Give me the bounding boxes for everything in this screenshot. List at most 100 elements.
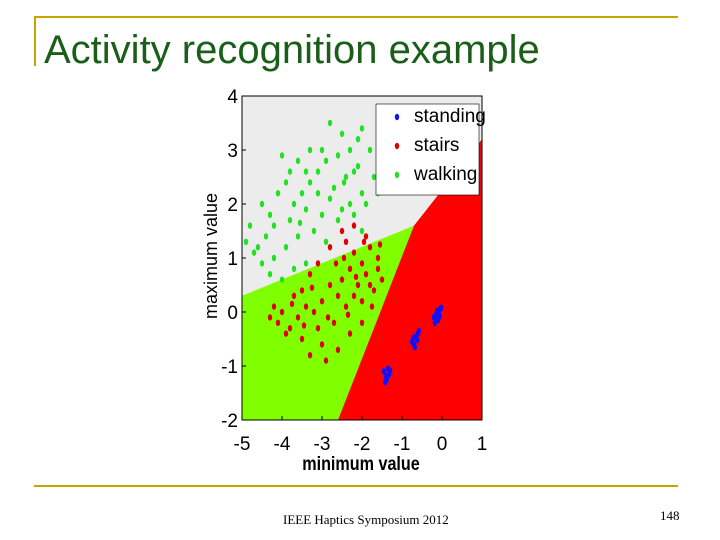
point-stairs	[335, 346, 341, 353]
point-stairs	[331, 319, 337, 326]
point-stairs	[371, 287, 377, 294]
point-walking	[271, 254, 277, 262]
point-walking	[267, 271, 273, 278]
point-stairs	[307, 352, 313, 359]
point-standing	[439, 304, 444, 311]
point-walking	[359, 190, 365, 197]
x-axis-label: minimum value	[302, 453, 420, 475]
y-tick-label: -2	[221, 411, 238, 432]
point-standing	[432, 319, 437, 326]
region-walking	[242, 225, 414, 420]
point-walking	[275, 190, 281, 197]
point-walking	[307, 146, 313, 154]
point-stairs	[289, 300, 295, 308]
x-axis-ticks: -5 -4 -3 -2 -1 0 1	[234, 416, 487, 455]
point-stairs	[347, 330, 353, 337]
point-walking	[331, 184, 337, 191]
point-walking	[359, 227, 365, 235]
point-stairs	[301, 322, 307, 329]
point-walking	[303, 168, 309, 175]
point-stairs	[351, 292, 357, 299]
point-stairs	[303, 303, 309, 310]
point-stairs	[315, 260, 321, 267]
y-axis-ticks: -2 -1 0 1 2 3 4	[221, 87, 246, 432]
legend-marker-standing	[394, 113, 400, 121]
footer-rule	[34, 485, 678, 487]
point-stairs	[339, 276, 345, 283]
x-tick-label: 0	[437, 434, 448, 455]
point-walking	[287, 168, 293, 175]
point-walking	[271, 222, 277, 229]
point-stairs	[319, 298, 325, 305]
legend-label-stairs: stairs	[414, 135, 459, 156]
point-walking	[335, 217, 341, 224]
point-walking	[343, 173, 349, 181]
point-stairs	[319, 341, 325, 348]
point-standing	[412, 343, 417, 351]
point-walking	[307, 179, 313, 186]
point-walking	[259, 200, 265, 208]
point-standing	[387, 367, 393, 374]
point-walking	[259, 260, 265, 267]
point-stairs	[351, 222, 357, 229]
point-stairs	[359, 260, 365, 267]
point-stairs	[367, 281, 373, 289]
point-stairs	[299, 335, 305, 343]
point-stairs	[291, 292, 297, 299]
point-stairs	[355, 281, 361, 289]
y-tick-label: 1	[227, 249, 238, 270]
point-standing	[385, 372, 390, 379]
point-stairs	[327, 281, 333, 289]
top-rule	[34, 16, 678, 18]
point-walking	[351, 168, 357, 175]
point-standing	[416, 327, 421, 335]
point-stairs	[267, 314, 273, 321]
point-walking	[327, 195, 333, 202]
point-standing	[437, 313, 442, 320]
point-stairs	[335, 292, 341, 299]
point-stairs	[307, 271, 313, 278]
point-stairs	[375, 254, 381, 262]
scatter-chart: -5 -4 -3 -2 -1 0 1 -2 -1 0 1 2 3 4 minimum value max…	[201, 87, 487, 475]
point-walking	[295, 233, 301, 240]
point-walking	[243, 238, 249, 245]
point-stairs	[299, 287, 305, 294]
point-stairs	[327, 244, 333, 251]
point-stairs	[315, 325, 321, 332]
legend-marker-walking	[394, 171, 400, 179]
point-standing	[381, 368, 387, 375]
x-tick-label: -2	[354, 434, 371, 455]
x-tick-label: -1	[394, 434, 411, 455]
point-walking	[335, 152, 341, 159]
point-stairs	[279, 308, 285, 316]
point-stairs	[341, 254, 347, 262]
point-walking	[267, 211, 273, 218]
point-standing	[415, 336, 420, 344]
point-walking	[339, 130, 345, 137]
point-walking	[315, 168, 321, 175]
point-standing	[383, 379, 388, 386]
point-stairs	[359, 319, 365, 326]
point-stairs	[369, 303, 375, 310]
point-stairs	[323, 357, 329, 364]
point-stairs	[339, 227, 345, 235]
point-walking	[283, 244, 289, 251]
point-walking	[319, 211, 325, 218]
point-walking	[287, 217, 293, 224]
point-stairs	[309, 284, 315, 291]
legend-label-walking: walking	[413, 164, 477, 185]
point-walking	[297, 219, 303, 227]
point-stairs	[347, 265, 353, 272]
point-walking	[339, 206, 345, 213]
legend: standing stairs walking	[375, 103, 486, 196]
point-walking	[263, 233, 269, 240]
point-stairs	[367, 244, 373, 251]
point-walking	[295, 157, 301, 164]
point-stairs	[325, 314, 331, 321]
point-stairs	[311, 308, 317, 316]
point-stairs	[345, 311, 351, 318]
point-walking	[327, 119, 333, 127]
slide-title: Activity recognition example	[44, 28, 540, 72]
point-stairs	[351, 249, 357, 256]
point-walking	[351, 211, 357, 218]
